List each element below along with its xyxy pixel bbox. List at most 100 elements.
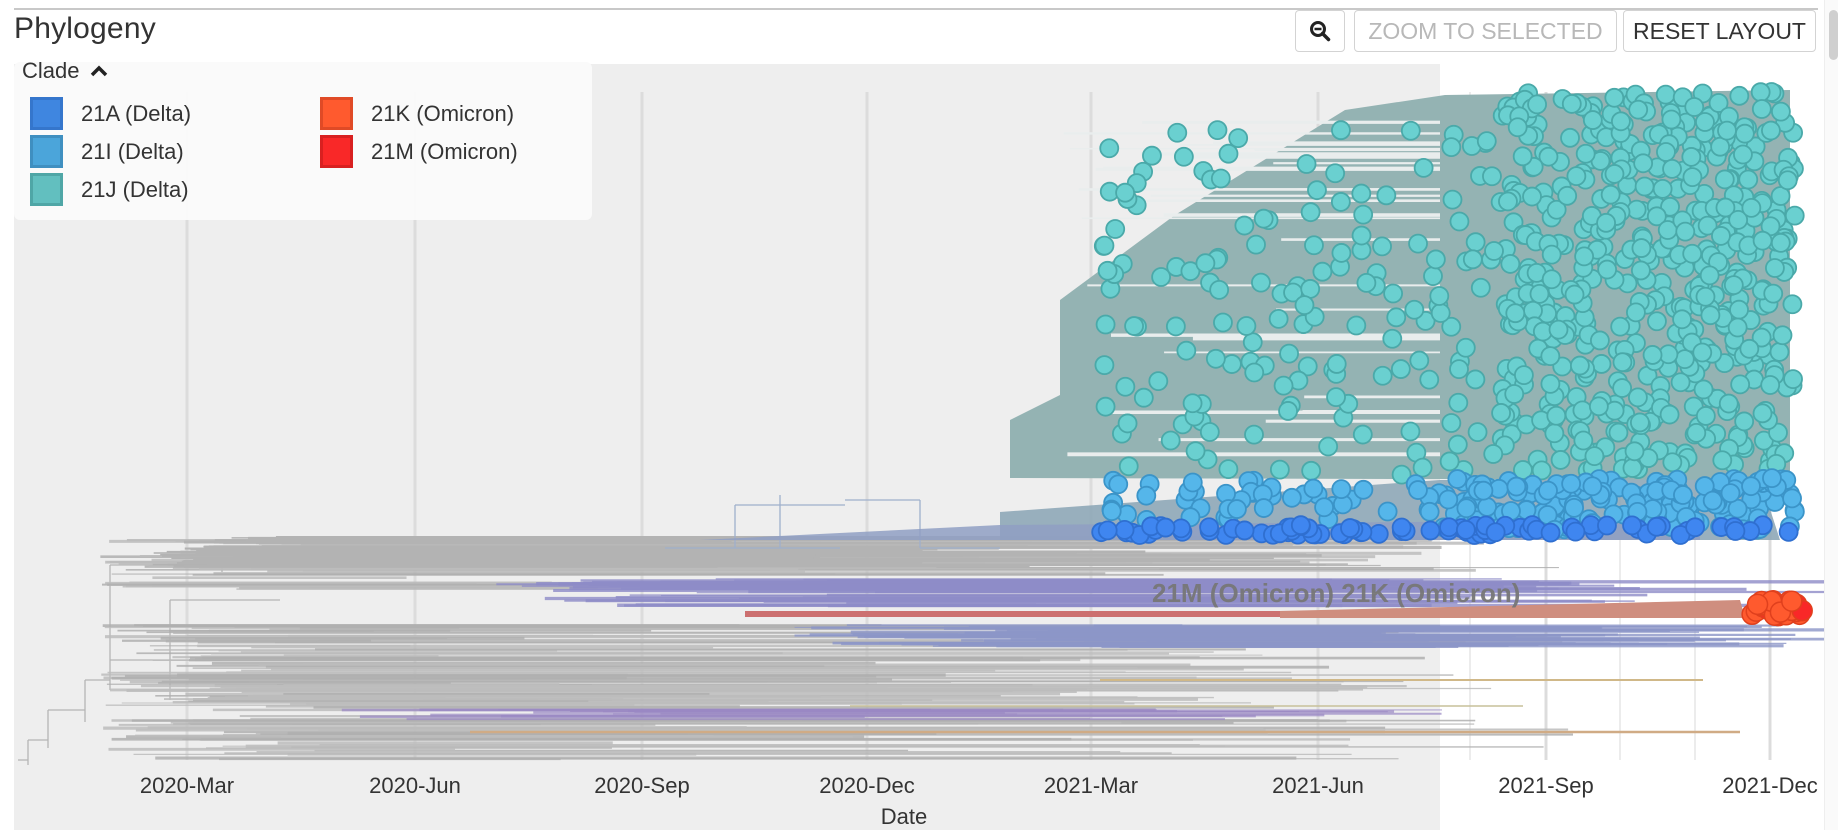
tip-21j-delta — [1185, 441, 1206, 462]
tip-21j-delta — [1180, 261, 1201, 282]
tip-21a-delta — [1778, 521, 1799, 542]
tip-21j-delta — [1268, 308, 1289, 329]
scrollbar-thumb[interactable] — [1829, 10, 1838, 60]
tip-21j-delta — [1729, 299, 1749, 320]
tip-21j-delta — [1540, 373, 1561, 394]
tip-21j-delta — [1784, 205, 1805, 226]
tip-21j-delta — [1326, 387, 1346, 408]
tip-21j-delta — [1770, 101, 1791, 122]
tip-21j-delta — [1692, 342, 1713, 363]
tip-21a-delta — [1685, 517, 1705, 538]
tip-21i-delta — [1477, 497, 1498, 517]
tip-21j-delta — [1628, 99, 1649, 120]
tip-21j-delta — [1356, 272, 1377, 293]
tip-21j-delta — [1591, 354, 1612, 374]
tip-21a-delta — [1540, 522, 1561, 543]
tip-21j-delta — [1629, 412, 1650, 433]
tip-21j-delta — [1300, 202, 1321, 223]
tip-21j-delta — [1600, 184, 1621, 205]
x-tick-label: 2020-Dec — [819, 773, 915, 798]
tip-21j-delta — [1133, 387, 1154, 408]
tip-21j-delta — [1094, 355, 1115, 376]
tip-21j-delta — [1588, 396, 1609, 417]
reset-layout-button[interactable]: RESET LAYOUT — [1623, 10, 1816, 52]
legend-item-21k[interactable]: 21K (Omicron) — [320, 97, 514, 130]
tip-21j-delta — [1782, 294, 1803, 315]
tip-21j-delta — [1455, 337, 1476, 358]
tip-21j-delta — [1500, 254, 1521, 274]
tip-21k-omicron — [1746, 593, 1769, 616]
legend-swatch — [30, 173, 63, 206]
tip-21j-delta — [1330, 192, 1351, 212]
tip-21i-delta — [1253, 498, 1274, 518]
tip-21i-delta — [1673, 485, 1693, 505]
tip-21j-delta — [1529, 283, 1550, 304]
tip-21j-delta — [1382, 328, 1403, 349]
tip-21j-delta — [1423, 266, 1443, 287]
legend-item-21i[interactable]: 21I (Delta) — [30, 135, 184, 168]
tip-21j-delta — [1425, 249, 1446, 270]
tip-21j-delta — [1483, 444, 1504, 464]
tip-21j-delta — [1301, 460, 1322, 481]
tip-21j-delta — [1117, 413, 1138, 434]
zoom-to-selected-button[interactable]: ZOOM TO SELECTED — [1354, 10, 1617, 52]
tip-21j-delta — [1681, 147, 1702, 167]
tip-21i-delta — [1702, 490, 1723, 511]
tip-21j-delta — [1630, 260, 1651, 281]
tip-21j-delta — [1507, 117, 1528, 138]
tip-21j-delta — [1099, 138, 1120, 159]
tip-21j-delta — [1626, 199, 1647, 220]
tip-21a-delta — [1097, 520, 1118, 541]
tip-21j-delta — [1273, 375, 1294, 396]
tip-21j-delta — [1331, 243, 1352, 263]
scrollbar-track[interactable] — [1824, 0, 1838, 830]
tip-21a-delta — [1455, 519, 1476, 540]
tip-21i-delta — [1101, 501, 1122, 522]
tip-21j-delta — [1729, 85, 1750, 106]
legend-toggle[interactable]: Clade — [22, 58, 109, 84]
tip-21j-delta — [1167, 122, 1188, 143]
zoom-out-button[interactable] — [1295, 10, 1345, 52]
tip-21j-delta — [1622, 458, 1643, 478]
tip-21j-delta — [1148, 371, 1169, 391]
tip-21j-delta — [1682, 167, 1703, 188]
tip-21j-delta — [1695, 112, 1715, 132]
tip-21j-delta — [1097, 260, 1118, 281]
tip-21j-delta — [1242, 332, 1263, 353]
legend-item-21j[interactable]: 21J (Delta) — [30, 173, 189, 206]
tip-21i-delta — [1408, 480, 1428, 500]
tip-21j-delta — [1626, 302, 1646, 323]
tip-21j-delta — [1278, 401, 1298, 421]
tip-21i-delta — [1438, 489, 1459, 510]
tip-21j-delta — [1441, 137, 1462, 158]
tip-21j-delta — [1470, 277, 1491, 298]
tip-21j-delta — [1670, 372, 1691, 393]
tip-21j-delta — [1442, 189, 1463, 210]
legend-item-21a[interactable]: 21A (Delta) — [30, 97, 191, 130]
tip-21j-delta — [1573, 430, 1594, 451]
tip-21i-delta — [1741, 476, 1761, 497]
tip-21j-delta — [1596, 212, 1616, 233]
tip-21i-delta — [1377, 501, 1398, 522]
tip-21j-delta — [1173, 146, 1194, 167]
tip-21j-delta — [1448, 392, 1469, 413]
tip-21j-delta — [1372, 365, 1393, 386]
tip-21j-delta — [1400, 421, 1421, 442]
legend-panel — [14, 62, 592, 220]
tip-21j-delta — [1207, 120, 1228, 141]
tip-21j-delta — [1711, 226, 1731, 246]
legend-item-21m[interactable]: 21M (Omicron) — [320, 135, 518, 168]
tip-21j-delta — [1717, 120, 1737, 141]
tip-21k-omicron — [1781, 590, 1803, 612]
legend-label: 21I (Delta) — [81, 138, 184, 164]
tip-21j-delta — [1346, 315, 1367, 336]
tip-21j-delta — [1584, 446, 1605, 467]
tip-21j-delta — [1574, 246, 1595, 267]
tip-21j-delta — [1326, 354, 1347, 374]
tip-21j-delta — [1751, 327, 1772, 348]
tip-21j-delta — [1351, 225, 1372, 246]
tip-21a-delta — [1485, 522, 1506, 543]
tip-21j-delta — [1656, 142, 1676, 162]
tip-21j-delta — [1142, 145, 1162, 166]
